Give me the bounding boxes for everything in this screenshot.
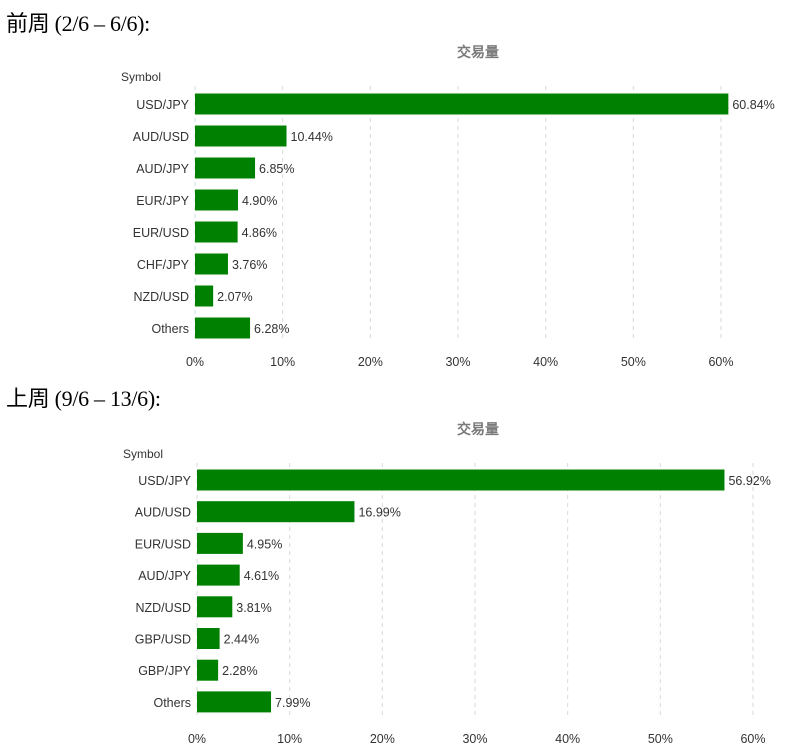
previous-week-volume-chart: 交易量 Symbol 0% 10% 20% 30% 40% 50% 60% USD/JPY 60.8… bbox=[121, 44, 775, 369]
category-label: AUD/JPY bbox=[138, 569, 191, 583]
x-tick-label: 40% bbox=[555, 732, 580, 746]
x-tick-label: 50% bbox=[648, 732, 673, 746]
chart-title: 交易量 bbox=[457, 421, 499, 437]
previous-week-heading: 前周 (2/6 – 6/6): bbox=[6, 11, 150, 36]
bar-value-label: 7.99% bbox=[275, 696, 310, 710]
bar-value-label: 10.44% bbox=[291, 130, 333, 144]
x-tick-label: 0% bbox=[188, 732, 206, 746]
bar-value-label: 4.90% bbox=[242, 194, 277, 208]
bar bbox=[195, 253, 228, 275]
bar-value-label: 3.81% bbox=[236, 601, 271, 615]
bar-value-label: 56.92% bbox=[728, 474, 770, 488]
bar bbox=[197, 564, 240, 586]
bar bbox=[197, 532, 243, 554]
x-tick-label: 0% bbox=[186, 355, 204, 369]
x-tick-label: 60% bbox=[708, 355, 733, 369]
x-tick-label: 10% bbox=[277, 732, 302, 746]
category-label: EUR/USD bbox=[135, 537, 191, 551]
category-label: EUR/JPY bbox=[136, 194, 189, 208]
last-week-volume-chart: 交易量 Symbol 0% 10% 20% 30% 40% 50% 60% USD/JPY 56.9… bbox=[123, 421, 771, 746]
bar bbox=[197, 469, 725, 491]
x-tick-label: 10% bbox=[270, 355, 295, 369]
last-week-heading: 上周 (9/6 – 13/6): bbox=[6, 386, 161, 411]
category-label: USD/JPY bbox=[136, 98, 189, 112]
category-label: USD/JPY bbox=[138, 474, 191, 488]
bar-value-label: 2.28% bbox=[222, 664, 257, 678]
x-tick-label: 30% bbox=[462, 732, 487, 746]
bar bbox=[195, 221, 238, 243]
bar-value-label: 3.76% bbox=[232, 258, 267, 272]
bar bbox=[197, 501, 355, 523]
bar-value-label: 6.28% bbox=[254, 322, 289, 336]
category-label: NZD/USD bbox=[135, 601, 191, 615]
bar bbox=[197, 628, 220, 649]
x-tick-label: 50% bbox=[621, 355, 646, 369]
y-axis-label: Symbol bbox=[123, 447, 163, 461]
bar bbox=[195, 157, 256, 179]
category-label: GBP/JPY bbox=[138, 664, 191, 678]
x-tick-label: 20% bbox=[370, 732, 395, 746]
bar-value-label: 6.85% bbox=[259, 162, 294, 176]
category-label: AUD/JPY bbox=[136, 162, 189, 176]
category-label: Others bbox=[153, 696, 191, 710]
category-label: AUD/USD bbox=[135, 506, 191, 520]
category-label: Others bbox=[151, 322, 189, 336]
y-axis-label: Symbol bbox=[121, 70, 161, 84]
bar-value-label: 2.07% bbox=[217, 290, 252, 304]
bar-value-label: 4.61% bbox=[244, 569, 279, 583]
x-tick-label: 30% bbox=[445, 355, 470, 369]
x-tick-label: 40% bbox=[533, 355, 558, 369]
bar bbox=[195, 285, 214, 307]
x-tick-label: 20% bbox=[358, 355, 383, 369]
category-label: EUR/USD bbox=[133, 226, 189, 240]
bar bbox=[195, 189, 238, 211]
bar bbox=[197, 596, 233, 618]
x-tick-label: 60% bbox=[740, 732, 765, 746]
chart-title: 交易量 bbox=[457, 44, 499, 60]
bar-value-label: 4.95% bbox=[247, 537, 282, 551]
bar bbox=[195, 317, 251, 339]
bar bbox=[195, 93, 729, 115]
category-label: GBP/USD bbox=[135, 633, 191, 647]
bar-value-label: 60.84% bbox=[732, 98, 774, 112]
bar-value-label: 2.44% bbox=[224, 633, 259, 647]
bar bbox=[195, 125, 287, 147]
bar bbox=[197, 691, 272, 713]
bar-value-label: 4.86% bbox=[242, 226, 277, 240]
category-label: NZD/USD bbox=[133, 290, 189, 304]
bar-value-label: 16.99% bbox=[358, 506, 400, 520]
category-label: CHF/JPY bbox=[137, 258, 190, 272]
category-label: AUD/USD bbox=[133, 130, 189, 144]
bar bbox=[197, 659, 219, 681]
